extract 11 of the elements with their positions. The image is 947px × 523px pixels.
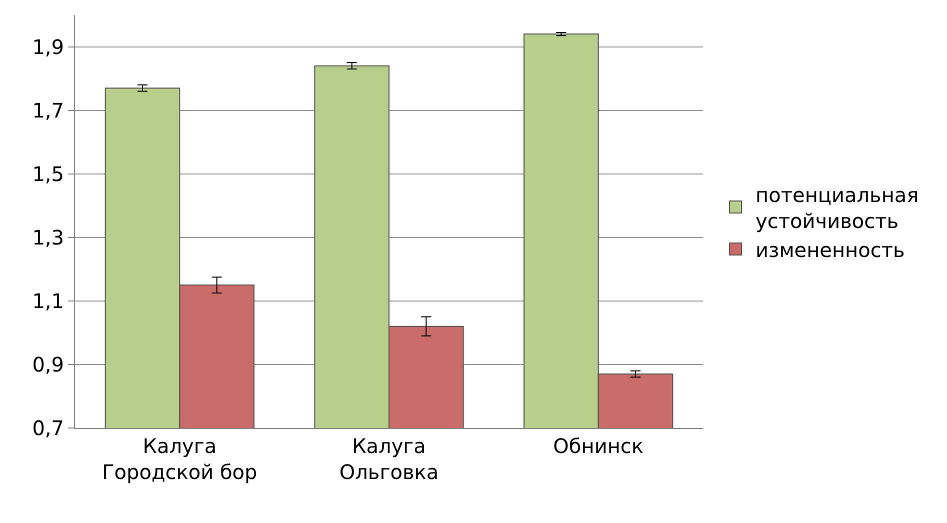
x-tick-label: Обнинск	[553, 434, 644, 458]
y-tick-label: 1,5	[32, 162, 64, 186]
y-tick-label: 0,9	[32, 352, 64, 376]
y-tick-label: 0,7	[32, 416, 64, 440]
legend-label: измененность	[756, 238, 905, 262]
y-tick-label: 1,9	[32, 34, 64, 59]
y-tick-label: 1,1	[32, 288, 64, 313]
x-tick-label: Калуга Городской бор	[102, 434, 258, 484]
x-tick-label: Калуга Ольговка	[339, 434, 439, 484]
y-tick-label: 1,7	[32, 98, 64, 122]
y-tick-label: 1,3	[32, 225, 64, 250]
